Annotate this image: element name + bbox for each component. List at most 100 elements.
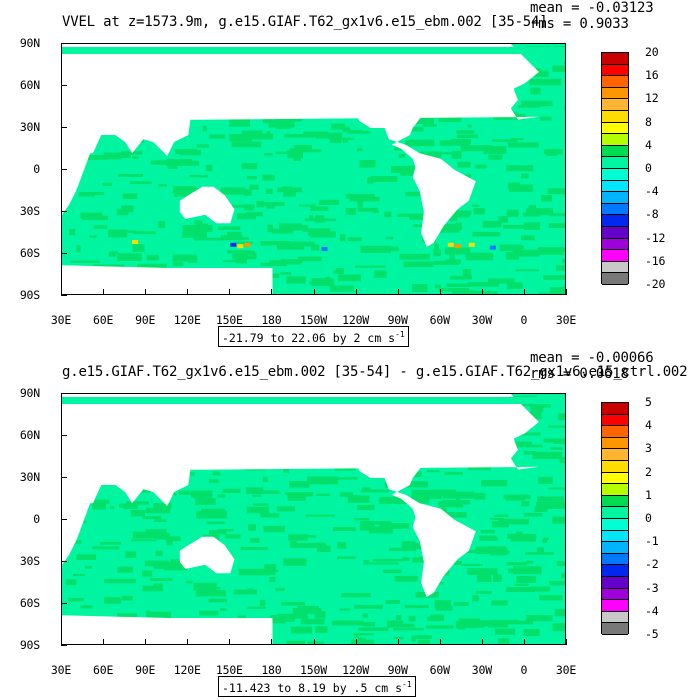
colorbar-swatch <box>602 553 628 566</box>
longitude-tick <box>523 289 525 295</box>
latitude-tick <box>61 393 67 394</box>
field-patch <box>438 287 469 292</box>
field-patch <box>536 501 565 509</box>
latitude-tick-label: 30N <box>19 470 40 484</box>
field-patch <box>480 529 495 534</box>
field-patch <box>534 506 548 512</box>
field-patch <box>247 606 266 609</box>
field-patch <box>550 447 563 450</box>
field-patch <box>189 174 208 178</box>
map-plot <box>61 43 566 295</box>
contour-range-label: -11.423 to 8.19 by .5 cm s-1 <box>218 676 416 697</box>
longitude-tick <box>229 289 231 295</box>
range-unit-exponent: -1 <box>402 680 412 689</box>
colorbar-swatch <box>602 134 628 146</box>
field-patch <box>70 260 100 263</box>
colorbar-label: 4 <box>645 137 652 152</box>
field-patch <box>517 105 540 108</box>
longitude-tick <box>439 639 441 645</box>
field-patch <box>252 503 269 506</box>
colorbar-swatch <box>602 226 628 239</box>
field-patch <box>526 411 542 420</box>
field-patch <box>334 468 356 471</box>
longitude-tick-label: 90W <box>387 663 408 677</box>
field-patch <box>305 514 335 517</box>
field-patch <box>561 573 565 578</box>
field-patch <box>69 229 76 236</box>
field-patch <box>339 608 351 611</box>
field-patch <box>548 487 565 490</box>
field-patch <box>526 208 553 216</box>
colorbar-swatch <box>602 565 628 577</box>
colorbar-label: 8 <box>645 114 652 129</box>
colorbar-label: -1 <box>645 534 659 549</box>
field-patch <box>126 501 149 505</box>
colorbar-swatch <box>602 273 628 285</box>
field-patch <box>304 218 337 222</box>
field-patch <box>434 243 439 249</box>
field-patch <box>292 608 322 615</box>
field-patch <box>505 252 519 260</box>
field-patch <box>537 496 564 502</box>
field-patch <box>166 159 193 166</box>
field-patch <box>280 259 303 263</box>
field-patch <box>542 538 548 543</box>
field-patch <box>80 212 103 219</box>
field-patch <box>262 477 268 482</box>
field-patch <box>299 204 316 207</box>
field-patch <box>489 291 498 294</box>
field-patch <box>494 628 516 635</box>
colorbar-swatch <box>602 145 628 158</box>
colorbar-swatch <box>602 192 628 204</box>
field-patch <box>450 115 462 121</box>
field-patch <box>173 186 196 194</box>
field-patch <box>543 275 565 280</box>
field-patch <box>130 181 152 185</box>
field-patch <box>306 476 339 485</box>
field-patch <box>302 225 309 232</box>
latitude-tick <box>61 253 67 254</box>
field-patch <box>565 627 566 632</box>
field-patch <box>235 257 247 264</box>
field-patch <box>331 123 345 130</box>
colorbar-label: 16 <box>645 68 659 83</box>
field-patch <box>337 542 347 549</box>
field-patch <box>295 542 327 548</box>
field-patch <box>405 191 435 197</box>
field-patch <box>132 156 139 159</box>
field-patch <box>272 228 294 234</box>
field-patch <box>564 283 565 292</box>
field-patch <box>385 600 400 604</box>
field-patch <box>411 496 430 504</box>
colorbar-swatch <box>602 484 628 496</box>
field-patch <box>172 254 197 262</box>
field-patch <box>146 254 159 261</box>
field-patch <box>277 187 302 193</box>
field-patch <box>193 237 224 241</box>
field-patch <box>233 589 258 595</box>
field-patch <box>279 223 303 231</box>
field-patch <box>514 583 529 586</box>
field-patch <box>435 605 448 611</box>
colorbar-swatch <box>602 53 628 65</box>
field-patch <box>78 194 95 197</box>
field-patch <box>260 513 280 518</box>
colorbar-swatch <box>602 588 628 601</box>
colorbar-swatch <box>602 623 628 635</box>
field-patch <box>224 204 255 208</box>
field-patch <box>144 560 169 567</box>
longitude-tick <box>355 289 357 295</box>
colorbar-swatch <box>602 215 628 227</box>
longitude-tick-label: 150E <box>215 663 243 677</box>
field-patch <box>232 252 257 260</box>
field-patch <box>506 209 519 217</box>
longitude-tick <box>397 289 399 295</box>
field-patch <box>417 639 430 644</box>
longitude-tick <box>566 639 567 645</box>
longitude-tick-label: 180 <box>261 663 282 677</box>
field-patch <box>76 554 97 560</box>
field-patch <box>552 65 565 72</box>
field-patch <box>76 245 81 253</box>
field-patch <box>275 587 285 591</box>
colorbar-swatch <box>602 403 628 415</box>
